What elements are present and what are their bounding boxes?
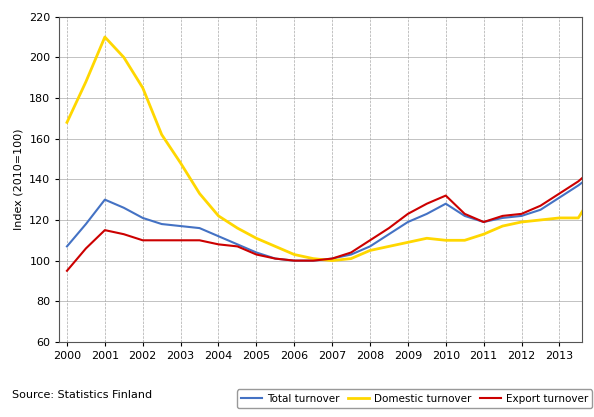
Total turnover	[64, 244, 71, 249]
Domestic turnover	[461, 238, 468, 243]
Y-axis label: Index (2010=100): Index (2010=100)	[14, 128, 24, 230]
Legend: Total turnover, Domestic turnover, Export turnover: Total turnover, Domestic turnover, Expor…	[237, 389, 592, 408]
Line: Domestic turnover: Domestic turnover	[67, 37, 594, 279]
Line: Export turnover: Export turnover	[67, 155, 594, 301]
Export turnover	[442, 193, 449, 198]
Total turnover	[442, 201, 449, 206]
Domestic turnover	[102, 35, 109, 40]
Export turnover	[234, 244, 241, 249]
Domestic turnover	[64, 120, 71, 125]
Export turnover	[64, 268, 71, 273]
Line: Total turnover: Total turnover	[67, 161, 594, 299]
Total turnover	[234, 242, 241, 247]
Domestic turnover	[253, 236, 260, 241]
Text: Source: Statistics Finland: Source: Statistics Finland	[12, 390, 152, 400]
